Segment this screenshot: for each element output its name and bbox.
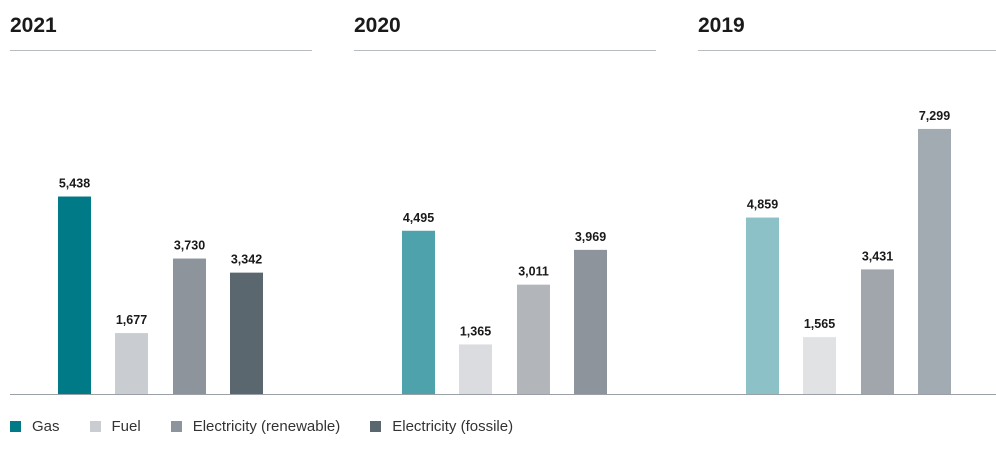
bar-label: 7,299 [919,109,950,123]
bar [803,337,836,394]
bar [459,344,492,394]
bar-label: 3,011 [518,265,549,279]
bar-label: 3,969 [575,230,606,244]
legend-swatch-electricity-renewable [170,421,182,432]
legend-item-electricity-fossile: Electricity (fossile) [370,418,513,435]
bar [402,230,435,394]
bar [230,272,263,394]
bar-label: 5,438 [59,177,90,191]
legend-swatch-gas [10,421,21,432]
legend-swatch-fuel [89,421,101,432]
legend: Gas Fuel Electricity (renewable) Electri… [10,418,543,435]
panel-title: 2021 [10,14,57,37]
bar [517,284,550,394]
bar-label: 1,677 [116,313,147,327]
bar-label: 4,859 [747,198,778,212]
bar-label: 3,431 [862,249,893,263]
legend-label-electricity-renewable: Electricity (renewable) [192,418,341,435]
legend-label-fuel: Fuel [111,418,141,435]
legend-label-gas: Gas [32,418,60,435]
legend-swatch-electricity-fossile [370,421,382,432]
bar [115,333,148,394]
panel-2020: 2020 4,495 1,365 3,011 3,969 [354,14,656,394]
bar [58,196,91,394]
legend-item-electricity-renewable: Electricity (renewable) [170,418,341,435]
panel-2021: 2021 5,438 1,677 3,730 3,342 [10,14,312,394]
bar [861,269,894,394]
bar [918,128,951,395]
bar-label: 4,495 [403,211,434,225]
legend-label-electricity-fossile: Electricity (fossile) [392,418,514,435]
panel-title: 2020 [354,14,401,37]
bar-label: 1,365 [460,324,491,338]
bar [173,258,206,394]
bar-label: 3,730 [174,239,205,253]
legend-item-gas: Gas [10,418,60,435]
panel-title: 2019 [698,14,745,37]
bar [746,217,779,394]
legend-item-fuel: Fuel [89,418,141,435]
bar-label: 1,565 [804,317,835,331]
bar [574,249,607,394]
panel-2019: 2019 4,859 1,565 3,431 7,299 [698,14,996,395]
bar-label: 3,342 [231,253,262,267]
